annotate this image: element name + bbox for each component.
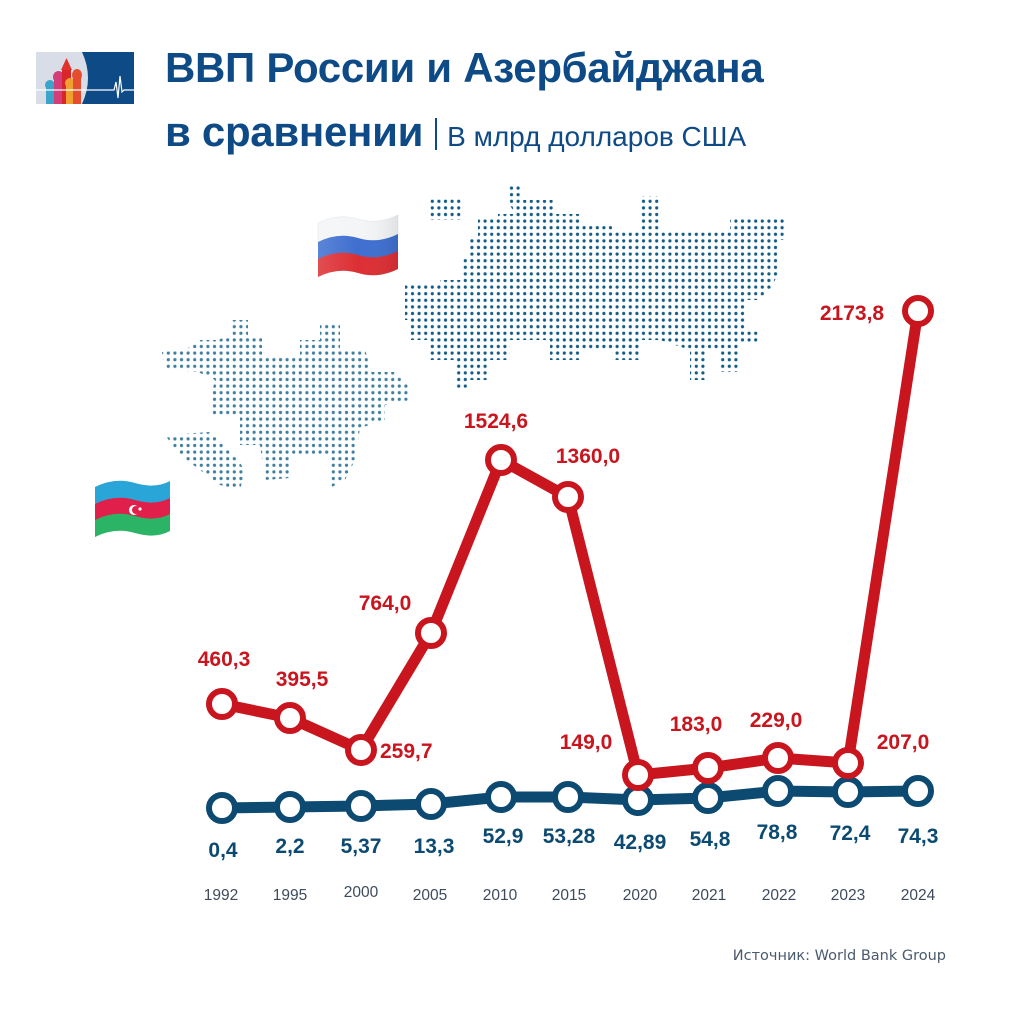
x-tick-label: 2020 <box>623 887 658 904</box>
title-separator <box>435 118 438 150</box>
data-point <box>206 688 238 720</box>
value-label: 1360,0 <box>556 445 620 468</box>
title-line2: в сравнении В млрд долларов США <box>165 108 746 156</box>
x-tick-label: 2005 <box>413 887 447 904</box>
data-point <box>552 781 584 813</box>
russia-flag-icon <box>317 214 399 277</box>
x-tick-label: 2022 <box>762 887 796 904</box>
value-label: 764,0 <box>359 592 412 615</box>
russia-dotted-map <box>405 186 785 390</box>
value-label: 72,4 <box>830 822 871 845</box>
russia-labels: 460,3 395,5 259,7 764,0 1524,6 1360,0 14… <box>198 302 930 763</box>
data-point <box>345 790 377 822</box>
value-label: 1524,6 <box>464 410 528 433</box>
x-tick-label: 2015 <box>552 887 586 904</box>
data-point <box>552 481 584 513</box>
value-label: 207,0 <box>877 731 930 754</box>
data-point <box>902 775 934 807</box>
logo-icon <box>36 52 134 104</box>
value-label: 53,28 <box>543 825 596 848</box>
azerbaijan-labels: 0,4 2,2 5,37 13,3 52,9 53,28 42,89 54,8 … <box>208 821 938 862</box>
value-label: 2,2 <box>275 835 304 858</box>
azerbaijan-flag-icon <box>95 480 170 537</box>
x-tick-label: 2024 <box>901 887 936 904</box>
azerbaijan-dotted-map <box>162 320 410 490</box>
value-label: 74,3 <box>898 825 939 848</box>
value-label: 0,4 <box>208 839 238 862</box>
value-label: 42,89 <box>614 831 667 854</box>
data-point <box>762 742 794 774</box>
value-label: 5,37 <box>341 835 382 858</box>
data-point <box>415 788 447 820</box>
data-point <box>832 747 864 779</box>
subtitle-units: В млрд долларов США <box>447 121 747 152</box>
data-point <box>415 617 447 649</box>
data-point <box>692 782 724 814</box>
value-label: 395,5 <box>276 668 329 691</box>
data-point <box>622 759 654 791</box>
x-tick-label: 2023 <box>831 887 865 904</box>
data-point <box>832 776 864 808</box>
x-tick-label: 1992 <box>204 887 238 904</box>
data-point <box>274 791 306 823</box>
value-label: 54,8 <box>690 828 731 851</box>
data-point <box>206 792 238 824</box>
data-point <box>692 752 724 784</box>
x-tick-label: 2010 <box>483 887 518 904</box>
data-point <box>485 444 517 476</box>
title-continuation: в сравнении <box>165 108 424 155</box>
data-point <box>902 295 934 327</box>
source-note: Источник: World Bank Group <box>732 948 946 964</box>
value-label: 229,0 <box>750 709 803 732</box>
value-label: 259,7 <box>380 740 433 763</box>
value-label: 460,3 <box>198 648 251 671</box>
value-label: 2173,8 <box>820 302 885 325</box>
x-tick-label: 2021 <box>692 887 726 904</box>
x-tick-label: 2000 <box>344 884 379 901</box>
value-label: 183,0 <box>670 713 723 736</box>
value-label: 78,8 <box>757 821 798 844</box>
title: ВВП России и Азербайджана <box>165 44 764 91</box>
data-point <box>345 734 377 766</box>
data-point <box>485 781 517 813</box>
data-point <box>762 775 794 807</box>
value-label: 149,0 <box>560 731 613 754</box>
russia-markers <box>206 295 934 791</box>
data-point <box>274 702 306 734</box>
value-label: 13,3 <box>414 835 455 858</box>
x-tick-label: 1995 <box>273 887 307 904</box>
azerbaijan-markers <box>206 775 934 824</box>
value-label: 52,9 <box>483 825 524 848</box>
x-axis-labels: 1992 1995 2000 2005 2010 2015 2020 2021 … <box>204 884 936 904</box>
